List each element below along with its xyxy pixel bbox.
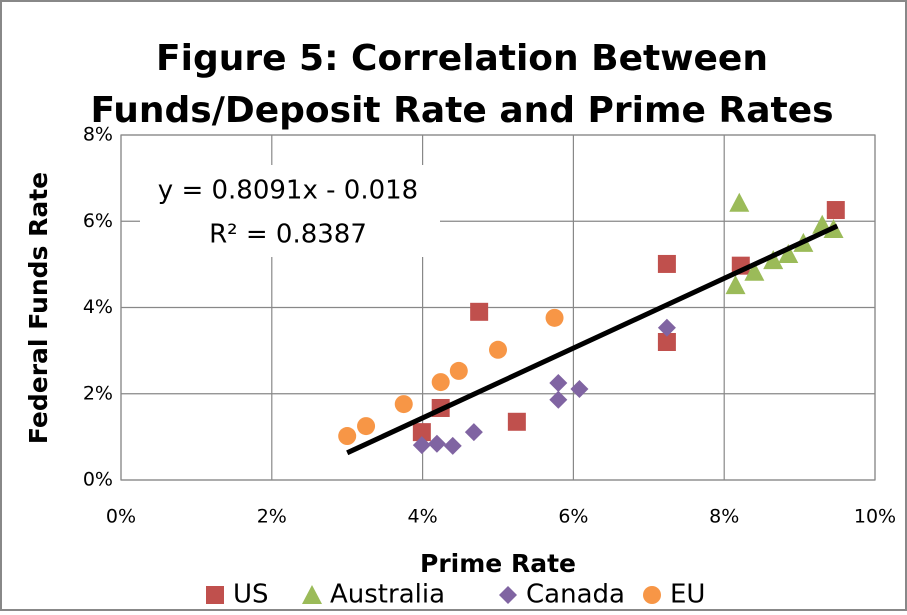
point bbox=[778, 244, 799, 264]
point bbox=[657, 333, 676, 351]
point bbox=[507, 412, 526, 431]
x-tick-label: 10% bbox=[854, 506, 896, 528]
y-tick-label: 6% bbox=[83, 210, 113, 232]
point bbox=[725, 275, 746, 295]
annotation: R² = 0.8387 bbox=[209, 220, 367, 250]
x-axis-label: Prime Rate bbox=[420, 549, 576, 578]
legend-marker bbox=[206, 586, 224, 604]
annotation-box bbox=[140, 165, 440, 257]
y-tick-label: 2% bbox=[83, 382, 113, 404]
point bbox=[338, 427, 357, 446]
y-tick-label: 4% bbox=[83, 296, 113, 318]
legend-marker bbox=[302, 585, 322, 604]
point bbox=[729, 192, 750, 212]
y-tick-label: 8% bbox=[83, 124, 113, 146]
trendline bbox=[346, 223, 839, 456]
point bbox=[443, 436, 462, 455]
point bbox=[570, 380, 589, 399]
point bbox=[394, 395, 413, 414]
x-tick-label: 6% bbox=[558, 506, 588, 528]
point bbox=[744, 261, 765, 281]
legend-label: EU bbox=[670, 580, 705, 610]
legend-label: Australia bbox=[330, 580, 445, 610]
x-tick-label: 8% bbox=[709, 506, 739, 528]
x-tick-label: 0% bbox=[106, 506, 136, 528]
point bbox=[826, 201, 845, 220]
plot-border bbox=[120, 134, 876, 481]
chart-subtitle: Funds/Deposit Rate and Prime Rates bbox=[90, 90, 833, 131]
y-tick-label: 0% bbox=[83, 469, 113, 491]
y-axis-label: Federal Funds Rate bbox=[24, 172, 53, 444]
x-tick-label: 4% bbox=[408, 506, 438, 528]
point bbox=[431, 373, 450, 392]
legend-label: Canada bbox=[526, 580, 625, 610]
x-tick-label: 2% bbox=[257, 506, 287, 528]
point bbox=[763, 250, 784, 270]
point bbox=[449, 361, 468, 380]
point bbox=[549, 373, 568, 392]
point bbox=[549, 390, 568, 409]
point bbox=[464, 423, 483, 442]
legend-label: US bbox=[233, 580, 269, 610]
annotation: y = 0.8091x - 0.018 bbox=[158, 176, 418, 206]
point bbox=[545, 308, 564, 327]
point bbox=[357, 417, 376, 436]
legend-marker bbox=[499, 586, 517, 604]
legend-marker bbox=[643, 586, 661, 604]
point bbox=[427, 434, 446, 453]
point bbox=[489, 340, 507, 359]
point bbox=[412, 436, 431, 455]
chart-title: Figure 5: Correlation Between bbox=[156, 38, 768, 79]
point bbox=[657, 318, 676, 337]
point bbox=[470, 302, 489, 321]
point bbox=[412, 423, 431, 442]
point bbox=[657, 254, 676, 273]
